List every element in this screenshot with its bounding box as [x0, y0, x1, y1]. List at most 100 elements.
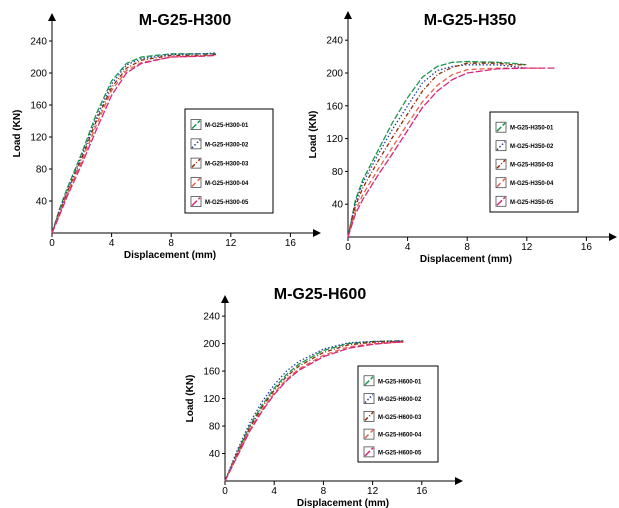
x-axis-label: Displacement (mm): [124, 250, 216, 261]
legend-label: M-G25-H600-05: [378, 450, 422, 456]
legend-swatch-line: [496, 122, 506, 132]
series-line-5: [51, 54, 216, 234]
legend-swatch-box: [495, 177, 507, 189]
panel-1: M-G25-H350 0 4 8 12 16 40 80 120 160 200 240 Displa…: [308, 11, 617, 265]
series-line-2: [347, 64, 527, 238]
legend-item: M-G25-H600-04: [363, 428, 422, 440]
legend-label: M-G25-H600-02: [378, 397, 422, 403]
legend-label: M-G25-H300-05: [205, 200, 249, 206]
panel-2: M-G25-H600 0 4 8 12 16 40 80 120 160 200 240 Displa…: [185, 286, 463, 508]
legend-item: M-G25-H600-05: [363, 446, 422, 458]
legend-item: M-G25-H350-04: [495, 177, 554, 189]
x-tick-label: 4: [109, 238, 115, 249]
chart-title: M-G25-H300: [139, 12, 232, 29]
y-tick-label: 80: [36, 165, 48, 176]
legend-item: M-G25-H300-05: [190, 196, 249, 207]
legend-label: M-G25-H300-02: [205, 142, 249, 148]
legend-label: M-G25-H300-04: [205, 181, 249, 187]
legend-item: M-G25-H300-02: [190, 138, 249, 150]
legend-swatch-box: [190, 138, 202, 150]
legend-item: M-G25-H350-05: [495, 195, 554, 207]
legend-item: M-G25-H350-02: [495, 140, 554, 152]
legend-swatch-line: [496, 178, 506, 188]
y-axis-label: Load (KN): [12, 110, 23, 158]
y-tick-label: 160: [203, 367, 220, 378]
y-axis-label: Load (KN): [185, 375, 196, 423]
x-tick-label: 0: [49, 238, 55, 249]
series-group: [224, 340, 404, 482]
legend-item: M-G25-H600-03: [363, 410, 422, 422]
x-tick-label: 16: [285, 238, 297, 249]
legend-swatch-line: [191, 120, 201, 130]
y-tick-label: 160: [326, 101, 343, 112]
x-tick-label: 12: [367, 486, 379, 497]
legend-item: M-G25-H600-02: [363, 393, 422, 404]
legend-swatch-line: [364, 376, 374, 386]
y-tick-label: 200: [203, 339, 220, 350]
legend-swatch-box: [190, 177, 202, 188]
y-tick-label: 120: [203, 394, 220, 405]
legend-swatch-box: [495, 158, 507, 170]
y-tick-label: 200: [30, 69, 47, 80]
legend-swatch-box: [363, 428, 375, 440]
y-tick-label: 200: [326, 69, 343, 80]
legend-swatch-line: [364, 411, 374, 421]
series-group: [51, 52, 216, 234]
legend-swatch-line: [191, 177, 201, 187]
x-tick-label: 12: [521, 242, 533, 253]
legend-label: M-G25-H300-01: [205, 123, 249, 129]
legend-label: M-G25-H350-02: [510, 144, 554, 150]
panel-0: M-G25-H300 0 4 8 12 16 40 80 120 160 200 240 Displa…: [12, 12, 321, 261]
y-tick-label: 40: [36, 197, 48, 208]
y-tick-label: 240: [203, 312, 220, 323]
series-line-5: [224, 341, 404, 482]
legend-item: M-G25-H300-03: [190, 157, 249, 169]
legend-item: M-G25-H300-04: [190, 177, 249, 188]
series-line-3: [224, 340, 404, 482]
legend-label: M-G25-H350-01: [510, 126, 554, 132]
x-tick-label: 4: [405, 242, 411, 253]
series-line-3: [347, 62, 527, 238]
x-tick-label: 8: [464, 242, 470, 253]
legend-swatch-box: [190, 157, 202, 169]
legend-label: M-G25-H600-01: [378, 379, 422, 385]
y-tick-label: 240: [30, 37, 47, 48]
legend-swatch-line: [496, 159, 506, 169]
legend-label: M-G25-H350-04: [510, 181, 554, 187]
y-tick-label: 120: [326, 134, 343, 145]
axes: 0 4 8 12 16 40 80 120 160 200 240 Displacement (mm)…: [12, 13, 321, 261]
series-line-1: [347, 60, 527, 238]
series-group: [347, 60, 557, 238]
legend: M-G25-H600-01 M-G25-H600-02 M-G25-H600-03 M…: [357, 365, 439, 463]
x-tick-label: 4: [271, 486, 277, 497]
x-tick-label: 8: [321, 486, 327, 497]
series-line-1: [224, 340, 404, 482]
y-tick-label: 160: [30, 101, 47, 112]
legend-item: M-G25-H350-01: [495, 121, 554, 133]
axes: 0 4 8 12 16 40 80 120 160 200 240 Displacement (mm)…: [185, 295, 463, 508]
legend-label: M-G25-H300-03: [205, 162, 249, 168]
y-tick-label: 80: [209, 422, 221, 433]
series-line-4: [347, 67, 542, 238]
x-tick-label: 16: [581, 242, 593, 253]
legend-label: M-G25-H350-03: [510, 163, 554, 169]
x-tick-label: 16: [416, 486, 428, 497]
x-tick-label: 0: [345, 242, 351, 253]
series-line-1: [51, 53, 216, 234]
legend-swatch-line: [364, 447, 374, 457]
legend-swatch-box: [495, 140, 507, 152]
legend-item: M-G25-H300-01: [190, 119, 249, 130]
legend-swatch-line: [496, 196, 506, 206]
axes: 0 4 8 12 16 40 80 120 160 200 240 Displacement (mm)…: [308, 11, 617, 265]
x-tick-label: 0: [222, 486, 228, 497]
legend-item: M-G25-H350-03: [495, 158, 554, 170]
chart-title: M-G25-H350: [424, 12, 517, 29]
legend-label: M-G25-H350-05: [510, 200, 554, 206]
series-line-2: [224, 340, 404, 482]
legend-swatch-line: [191, 197, 201, 207]
legend-swatch-box: [363, 410, 375, 422]
legend-swatch-line: [364, 429, 374, 439]
x-tick-label: 12: [225, 238, 237, 249]
legend-label: M-G25-H600-04: [378, 433, 422, 439]
